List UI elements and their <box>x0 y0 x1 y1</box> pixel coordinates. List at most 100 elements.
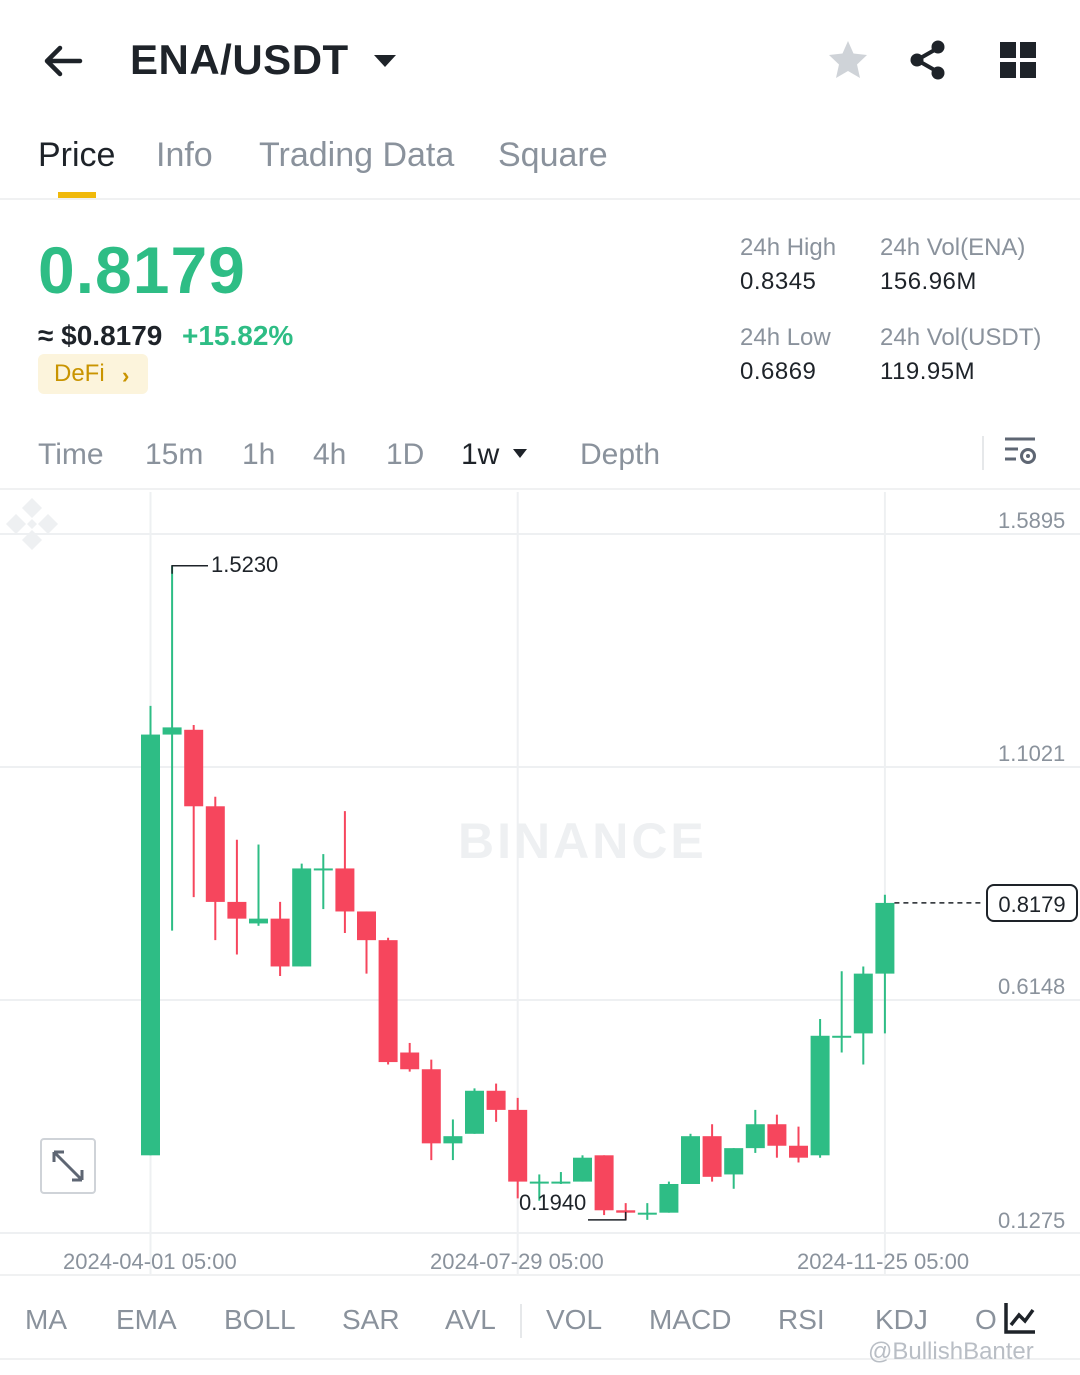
x-axis-label: 2024-04-01 05:00 <box>63 1249 237 1274</box>
candle-body <box>810 1035 830 1156</box>
interval-1d[interactable]: 1D <box>386 438 425 471</box>
top-bar: ENA/USDT <box>0 0 1080 120</box>
pair-title[interactable]: ENA/USDT <box>130 36 349 83</box>
candle-body <box>400 1052 420 1070</box>
caret-down-icon[interactable] <box>512 448 528 460</box>
candle-body <box>573 1157 592 1182</box>
stat-24h-vol-base-value: 156.96M <box>880 268 977 295</box>
interval-time[interactable]: Time <box>38 438 104 471</box>
caret-down-icon[interactable] <box>372 52 398 70</box>
candle-body <box>832 1035 852 1038</box>
chart-canvas <box>0 492 1080 1274</box>
candle-body <box>205 806 225 902</box>
indicator-bar: MA EMA BOLL SAR AVL VOL MACD RSI KDJ O <box>0 1274 1080 1360</box>
current-price-tag: 0.8179 <box>986 884 1078 922</box>
candle-body <box>270 918 290 967</box>
indicator-boll[interactable]: BOLL <box>224 1304 296 1335</box>
interval-15m[interactable]: 15m <box>145 438 204 471</box>
low-marker-line <box>588 1211 627 1221</box>
interval-1h[interactable]: 1h <box>242 438 276 471</box>
category-tag-label: DeFi <box>54 360 105 387</box>
stat-24h-vol-base-label: 24h Vol(ENA) <box>880 234 1026 261</box>
candle-body <box>724 1148 744 1175</box>
candle-body <box>486 1090 506 1110</box>
candle-body <box>551 1181 571 1184</box>
chart-settings-icon[interactable] <box>1002 434 1038 470</box>
indicator-vol[interactable]: VOL <box>546 1304 603 1335</box>
indicator-rsi[interactable]: RSI <box>778 1304 825 1335</box>
star-icon[interactable] <box>826 38 870 82</box>
candle-body <box>616 1210 636 1213</box>
stat-24h-high-value: 0.8345 <box>740 268 817 295</box>
candle-body <box>249 918 268 924</box>
candle-body <box>357 911 376 941</box>
interval-4h[interactable]: 4h <box>313 438 347 471</box>
indicator-ema[interactable]: EMA <box>116 1304 177 1335</box>
candle-body <box>745 1124 765 1149</box>
high-marker-label: 1.5230 <box>211 552 279 577</box>
indicator-more[interactable]: O <box>975 1304 997 1335</box>
binance-logo-icon <box>6 498 58 550</box>
indicator-macd[interactable]: MACD <box>649 1304 732 1335</box>
indicator-avl[interactable]: AVL <box>445 1304 496 1335</box>
tab-square[interactable]: Square <box>498 136 608 174</box>
expand-chart-button[interactable] <box>40 1138 96 1194</box>
stat-24h-vol-quote-label: 24h Vol(USDT) <box>880 324 1042 351</box>
tab-price[interactable]: Price <box>38 136 116 174</box>
candle-body <box>853 973 873 1034</box>
credit-watermark: @BullishBanter <box>868 1338 1034 1365</box>
indicator-sar[interactable]: SAR <box>342 1304 400 1335</box>
divider <box>520 1304 522 1338</box>
tab-trading-data[interactable]: Trading Data <box>259 136 455 174</box>
candle-body <box>184 729 204 807</box>
y-axis-label: 0.1275 <box>998 1208 1066 1233</box>
indicator-ma[interactable]: MA <box>25 1304 67 1335</box>
category-tag[interactable]: DeFi › <box>38 354 148 394</box>
expand-icon <box>52 1150 84 1182</box>
candle-body <box>162 727 182 735</box>
interval-1w[interactable]: 1w <box>461 438 500 471</box>
candle-body <box>313 868 333 871</box>
candle-body <box>529 1181 549 1184</box>
candle-body <box>335 868 355 912</box>
x-axis-label: 2024-11-25 05:00 <box>797 1249 970 1274</box>
candle-body <box>637 1212 657 1215</box>
candle-body <box>508 1109 528 1182</box>
candlestick-chart[interactable]: BINANCE 1.5895 1.1021 0.6148 0.1275 2024… <box>0 492 1080 1274</box>
y-axis-label: 1.5895 <box>998 508 1066 533</box>
divider <box>982 436 984 470</box>
interval-bar: Time 15m 1h 4h 1D 1w Depth <box>0 422 1080 490</box>
high-marker-line <box>171 565 208 574</box>
stat-24h-high-label: 24h High <box>740 234 837 261</box>
y-axis-label: 0.6148 <box>998 974 1066 999</box>
candle-body <box>421 1069 441 1144</box>
candle-body <box>141 734 160 1156</box>
x-axis-label: 2024-07-29 05:00 <box>430 1249 604 1274</box>
y-axis-label: 1.1021 <box>998 741 1066 766</box>
candle-body <box>465 1090 484 1134</box>
candle-body <box>767 1124 787 1146</box>
chart-watermark: BINANCE <box>458 813 707 869</box>
back-arrow-icon[interactable] <box>40 38 86 84</box>
chart-type-icon[interactable] <box>1002 1300 1038 1336</box>
grid-icon[interactable] <box>998 40 1038 80</box>
last-price: 0.8179 <box>38 233 246 307</box>
candle-body <box>702 1136 722 1177</box>
low-marker-label: 0.1940 <box>519 1190 587 1215</box>
candle-body <box>227 901 247 919</box>
candle-body <box>875 902 895 974</box>
indicator-kdj[interactable]: KDJ <box>875 1304 928 1335</box>
share-icon[interactable] <box>906 38 950 82</box>
candle-body <box>681 1136 700 1184</box>
active-tab-indicator <box>58 192 96 198</box>
candle-body <box>443 1136 463 1144</box>
usd-price: ≈ $0.8179 <box>38 320 163 351</box>
chevron-right-icon: › <box>122 363 130 388</box>
tab-bar: Price Info Trading Data Square <box>0 120 1080 200</box>
price-change-percent: +15.82% <box>182 320 294 351</box>
tab-info[interactable]: Info <box>156 136 213 174</box>
candle-body <box>789 1145 808 1158</box>
stat-24h-low-value: 0.6869 <box>740 358 817 385</box>
interval-depth[interactable]: Depth <box>580 438 661 471</box>
candle-body <box>594 1155 614 1211</box>
